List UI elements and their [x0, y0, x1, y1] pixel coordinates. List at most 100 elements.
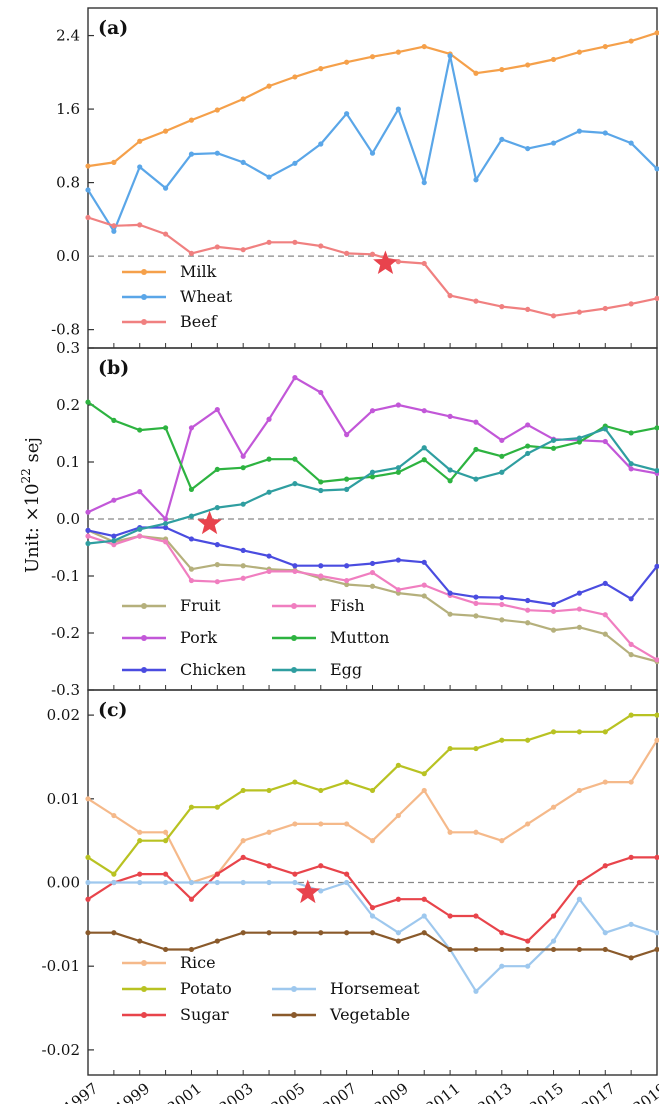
y-tick-label: 0.01: [47, 790, 80, 808]
data-point: [473, 829, 479, 835]
data-point: [602, 631, 608, 637]
data-point: [240, 465, 246, 471]
series-line: [87, 739, 658, 884]
data-point: [499, 930, 505, 936]
data-point: [344, 432, 350, 438]
panel-label: (a): [98, 17, 128, 39]
x-tick-label: 2003: [216, 1079, 257, 1104]
data-point: [421, 408, 427, 414]
data-point: [292, 563, 298, 569]
data-point: [137, 489, 143, 495]
star-marker: [295, 879, 321, 904]
data-point: [162, 838, 169, 844]
data-point: [162, 946, 169, 953]
data-point: [525, 607, 531, 613]
legend-marker: [141, 269, 147, 275]
data-point: [214, 150, 220, 156]
legend-label: Wheat: [180, 287, 233, 306]
series-line: [87, 31, 658, 168]
data-point: [628, 596, 634, 602]
data-point: [602, 130, 608, 136]
data-point: [602, 779, 608, 785]
data-point: [344, 476, 350, 482]
data-point: [421, 930, 427, 936]
data-point: [421, 260, 427, 267]
data-point: [499, 453, 505, 459]
data-point: [473, 600, 479, 606]
data-point: [292, 456, 298, 462]
data-point: [369, 569, 376, 576]
data-point: [292, 481, 298, 487]
legend-marker: [291, 667, 297, 673]
data-point: [266, 568, 272, 575]
y-tick-label: -0.2: [51, 624, 80, 642]
data-point: [395, 587, 401, 593]
data-point: [137, 138, 143, 144]
legend-marker: [141, 319, 147, 325]
legend-marker: [141, 667, 147, 673]
data-point: [473, 419, 479, 425]
data-point: [499, 595, 505, 601]
data-point: [318, 888, 324, 894]
data-point: [344, 486, 350, 492]
data-point: [447, 467, 453, 473]
data-point: [162, 128, 169, 134]
panel-a: -0.8 0.0 0.8 1.6 2.4 (a) Milk Wheat Beef: [51, 7, 659, 349]
series-line: [87, 216, 658, 317]
data-point: [628, 712, 634, 718]
legend: Fruit Fish Pork Mutton Chicken Egg: [122, 596, 389, 679]
data-point: [188, 577, 195, 584]
data-point: [421, 593, 427, 599]
data-point: [111, 812, 117, 819]
data-point: [654, 467, 659, 474]
data-point: [240, 96, 246, 102]
data-point: [266, 239, 272, 245]
data-point: [602, 43, 608, 50]
data-point: [188, 425, 195, 431]
legend-marker: [141, 986, 147, 992]
y-tick-label: -0.3: [51, 681, 80, 699]
data-point: [395, 465, 401, 471]
data-point: [369, 905, 376, 911]
data-point: [318, 66, 324, 72]
data-point: [499, 136, 505, 143]
data-point: [85, 214, 91, 221]
data-point: [214, 107, 220, 113]
data-point: [421, 787, 427, 794]
series-sugar: [85, 854, 659, 944]
data-point: [550, 608, 557, 614]
data-point: [318, 787, 324, 794]
data-point: [188, 946, 195, 953]
panel-c: -0.02 -0.01 0.00 0.01 0.02 (c) Rice Potato Sugar…: [42, 689, 659, 1076]
data-point: [550, 437, 557, 443]
data-point: [525, 737, 531, 743]
series-potato: [85, 712, 659, 877]
legend-item: Potato: [122, 979, 232, 998]
data-point: [576, 624, 583, 630]
data-point: [344, 111, 350, 117]
data-point: [395, 812, 401, 819]
data-point: [421, 445, 427, 451]
data-point: [628, 921, 634, 927]
data-point: [162, 185, 169, 191]
data-point: [137, 938, 143, 944]
data-point: [214, 562, 220, 568]
series-beef: [85, 214, 659, 319]
data-point: [576, 729, 583, 735]
data-point: [162, 871, 169, 877]
legend-marker: [291, 603, 297, 609]
data-point: [85, 896, 91, 902]
series-line: [88, 931, 658, 959]
data-point: [344, 779, 350, 785]
data-point: [85, 540, 91, 547]
data-point: [240, 453, 246, 459]
data-point: [602, 438, 608, 445]
data-point: [292, 74, 298, 80]
data-point: [369, 838, 376, 844]
y-tick-label: -0.02: [42, 1041, 80, 1059]
data-point: [421, 582, 427, 588]
data-point: [85, 796, 91, 802]
legend-label: Milk: [180, 262, 217, 281]
data-point: [240, 247, 246, 253]
